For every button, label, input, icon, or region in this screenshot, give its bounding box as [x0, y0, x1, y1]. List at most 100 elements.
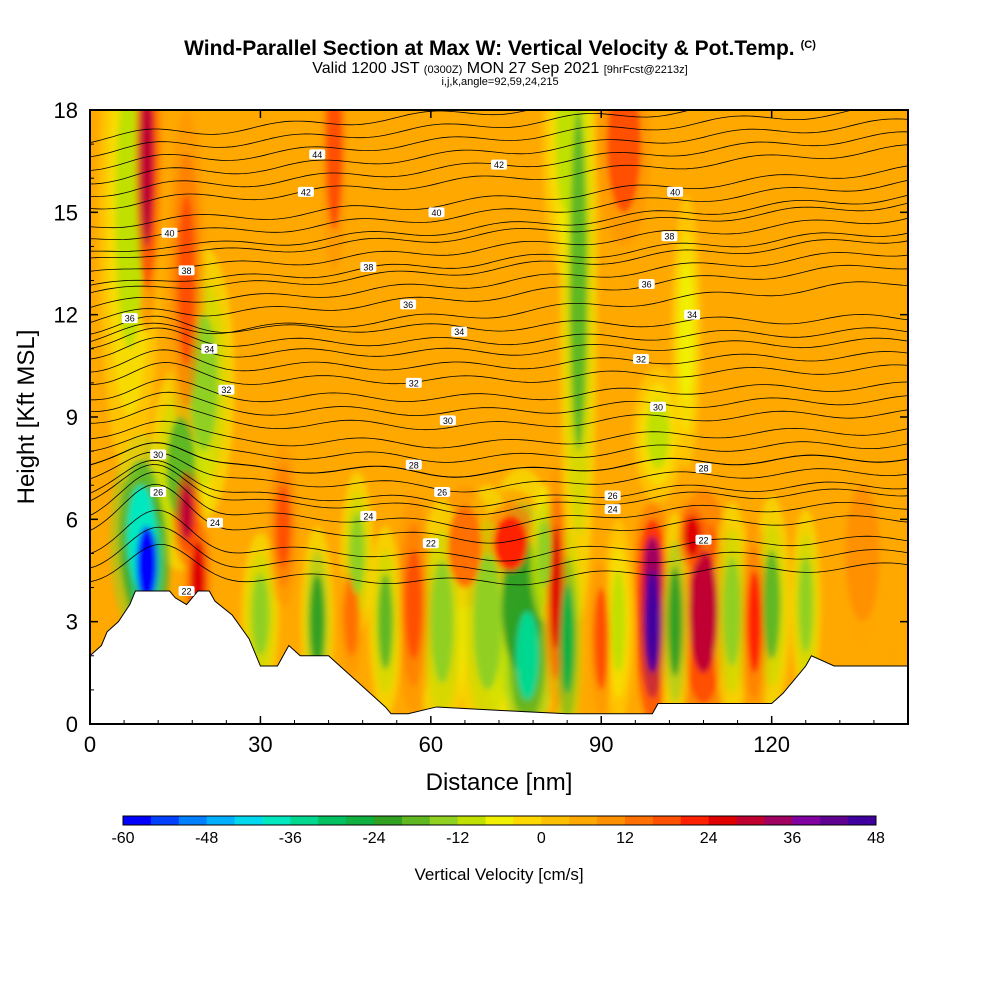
isentrope-label-bg — [428, 207, 445, 218]
isentrope-line-minor — [90, 464, 908, 516]
colorbar-swatch — [848, 816, 877, 825]
velocity-cell — [349, 512, 365, 595]
isentrope-line-minor — [90, 179, 908, 240]
isentrope-line-minor — [90, 336, 908, 360]
y-tick-label: 0 — [66, 712, 78, 737]
isentrope-label-bg — [309, 149, 326, 160]
isentrope-line-34 — [90, 327, 908, 349]
isentrope-line-minor — [90, 118, 908, 185]
isentrope-label-bg — [150, 449, 167, 460]
isentrope-line-minor — [90, 420, 908, 449]
y-tick-label: 15 — [54, 200, 78, 225]
isentrope-label-bg — [650, 401, 667, 412]
isentrope-label-bg — [360, 261, 377, 272]
isentrope-line-minor — [90, 281, 908, 343]
isentrope-line-minor — [90, 526, 908, 574]
isentrope-line-22 — [90, 544, 908, 586]
isentrope-label-bg — [121, 313, 138, 324]
colorbar — [122, 815, 877, 826]
velocity-cell — [516, 611, 539, 701]
isentrope-lines — [90, 110, 908, 586]
colorbar-swatch — [206, 816, 236, 825]
y-tick-label: 9 — [66, 405, 78, 430]
isentrope-label: 32 — [636, 355, 646, 365]
velocity-cell — [668, 567, 682, 677]
isentrope-line-minor — [90, 239, 908, 294]
isentrope-label-bg — [206, 517, 223, 528]
isentrope-label-bg — [360, 510, 377, 521]
velocity-cell — [683, 515, 701, 557]
isentrope-label: 22 — [698, 535, 708, 545]
isentrope-label: 28 — [409, 460, 419, 470]
isentrope-label: 26 — [437, 488, 447, 498]
isentrope-label-bg — [178, 585, 195, 596]
isentrope-label-bg — [695, 534, 712, 545]
valid-utc: (0300Z) — [423, 64, 463, 76]
velocity-cell — [179, 485, 194, 540]
isentrope-label-bg — [218, 384, 235, 395]
isentrope-label: 26 — [153, 488, 163, 498]
y-tick-label: 3 — [66, 610, 78, 635]
velocity-cell — [493, 515, 528, 571]
colorbar-swatch — [429, 816, 459, 825]
velocity-cell — [378, 573, 393, 670]
isentrope-line-minor — [90, 251, 908, 308]
isentrope-line-40 — [90, 194, 908, 252]
colorbar-tick-labels: -60 -48 -36 -24 -12 0 12 24 36 48 — [111, 830, 885, 847]
terrain — [90, 590, 908, 724]
velocity-cell — [798, 556, 813, 653]
colorbar-swatch — [597, 816, 626, 825]
y-tick-label: 12 — [54, 303, 78, 328]
velocity-cell — [611, 570, 626, 673]
valid-prefix: Valid 1200 JST — [312, 60, 420, 77]
velocity-cell — [747, 570, 763, 673]
isentrope-label-bg — [684, 309, 701, 320]
isentrope-line-32 — [90, 362, 908, 385]
isentrope-label: 34 — [687, 310, 697, 320]
isentrope-label: 22 — [182, 586, 192, 596]
isentrope-label-bg — [150, 487, 167, 498]
valid-date: MON 27 Sep 2021 — [466, 60, 600, 77]
isentrope-label: 40 — [670, 187, 680, 197]
isentrope-label: 22 — [426, 539, 436, 549]
colorbar-label: 36 — [783, 830, 801, 847]
colorbar-swatch — [541, 816, 570, 825]
velocity-cell — [550, 526, 562, 649]
isentrope-label-bg — [451, 326, 468, 337]
isentrope-label-bg — [405, 377, 422, 388]
velocity-cell — [723, 556, 741, 667]
valid-time-line: Valid 1200 JST (0300Z) MON 27 Sep 2021 [… — [0, 60, 1000, 78]
isentrope-label-bg — [405, 459, 422, 470]
isentrope-line-minor — [90, 432, 908, 463]
isentrope-line-minor — [90, 202, 908, 259]
isentrope-label: 38 — [363, 262, 373, 272]
x-tick-labels: 0 30 60 90 120 — [84, 732, 790, 757]
isentrope-label-bg — [161, 227, 178, 238]
velocity-cell — [570, 110, 588, 452]
isentrope-line-28 — [90, 442, 908, 478]
isentrope-line-minor — [90, 509, 908, 562]
isentrope-label-bg — [491, 159, 507, 170]
isentrope-label-bg — [422, 538, 439, 549]
velocity-cell — [537, 519, 552, 588]
colorbar-label: 12 — [616, 830, 634, 847]
plot-area: 22 22 22 24 24 24 26 26 26 28 28 30 30 30 32 32 32 34 34 34… — [90, 110, 908, 724]
colorbar-swatch — [401, 816, 431, 825]
colorbar-swatch — [764, 816, 793, 825]
colorbar-label: -48 — [195, 830, 218, 847]
colorbar-swatch — [485, 816, 514, 825]
isentrope-label: 24 — [210, 518, 220, 528]
colorbar-frame — [122, 815, 877, 826]
colorbar-title: Vertical Velocity [cm/s] — [414, 865, 583, 884]
colorbar-swatch — [234, 816, 263, 825]
isentrope-label: 24 — [363, 511, 373, 521]
isentrope-label: 40 — [165, 228, 175, 238]
isentrope-line-42 — [90, 144, 908, 210]
isentrope-label: 32 — [221, 385, 231, 395]
isentrope-line-26 — [90, 459, 908, 508]
isentrope-line-30 — [90, 404, 908, 431]
isentrope-label-bg — [661, 231, 678, 242]
isentrope-label: 34 — [204, 344, 214, 354]
isentrope-line-minor — [90, 349, 908, 373]
